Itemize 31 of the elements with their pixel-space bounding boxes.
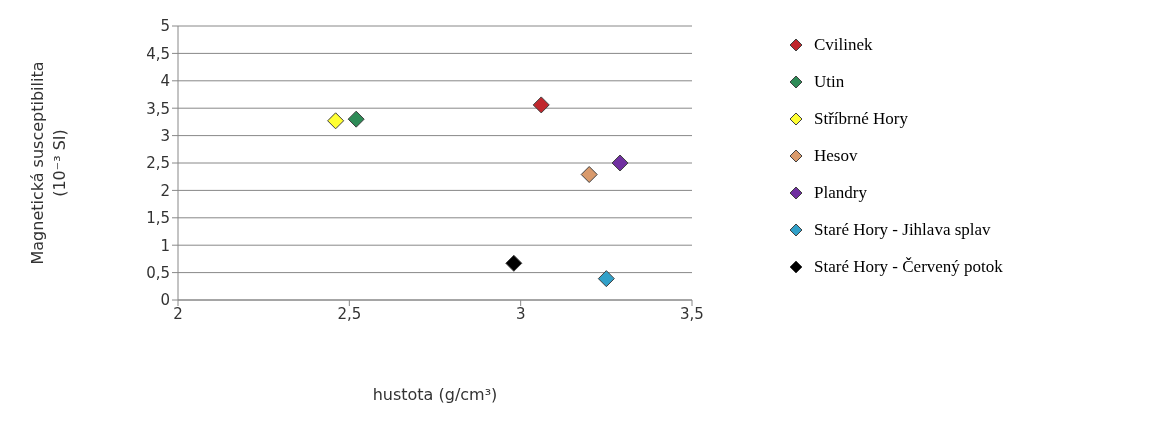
point — [532, 96, 550, 114]
legend-label: Utin — [814, 71, 845, 92]
legend-label: Stříbrné Hory — [814, 108, 908, 129]
y-tick-label: 0 — [160, 291, 170, 310]
y-tick-label: 1,5 — [146, 209, 170, 228]
legend-label: Staré Hory - Jihlava splav — [814, 219, 991, 240]
y-axis-title: Magnetická susceptibilita (10⁻³ SI) — [28, 61, 69, 265]
x-axis-title: hustota (g/cm³) — [372, 385, 498, 404]
x-tick-label: 3,5 — [680, 304, 704, 323]
y-tick-label: 5 — [160, 17, 170, 36]
legend-label: Hesov — [814, 145, 858, 166]
y-tick-label: 1 — [160, 236, 170, 255]
x-tick-label: 3 — [515, 304, 526, 323]
y-tick-label: 4,5 — [146, 44, 170, 63]
point — [505, 254, 523, 272]
legend-label: Staré Hory - Červený potok — [814, 256, 1003, 277]
x-tick-label: 2 — [173, 304, 183, 323]
point — [327, 112, 345, 130]
point — [597, 270, 615, 288]
y-tick-label: 2 — [160, 181, 170, 200]
point — [580, 166, 598, 184]
y-tick-label: 3,5 — [146, 99, 170, 118]
legend-label: Plandry — [814, 182, 867, 203]
y-tick-label: 3 — [160, 126, 170, 145]
legend-label: Cvilinek — [814, 34, 873, 55]
y-tick-label: 2,5 — [146, 154, 170, 173]
y-tick-label: 0,5 — [146, 263, 170, 282]
point — [347, 110, 365, 128]
y-tick-label: 4 — [160, 72, 170, 91]
x-tick-label: 2,5 — [337, 304, 362, 323]
point — [611, 154, 629, 172]
